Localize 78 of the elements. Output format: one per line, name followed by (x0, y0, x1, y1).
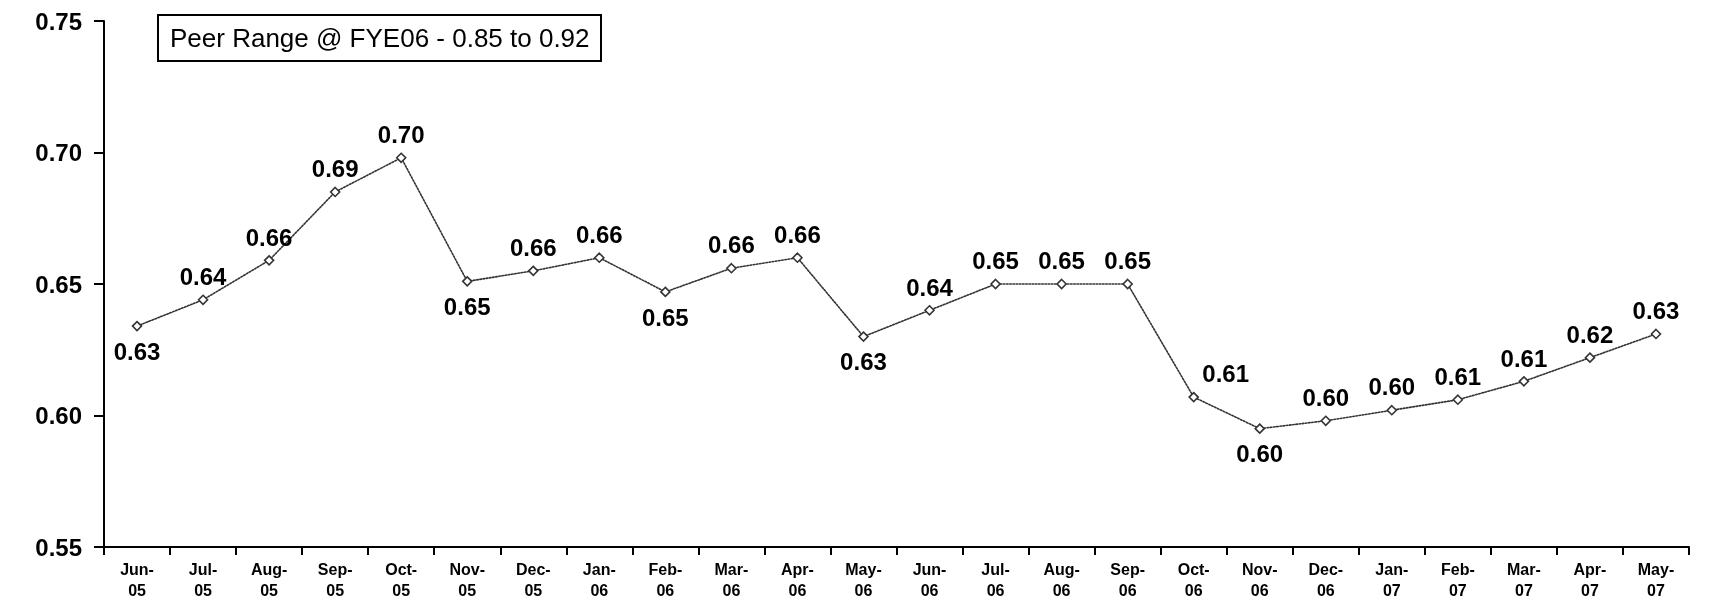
point (990, 278, 1001, 290)
x-tick-label: Jun-06 (912, 561, 947, 599)
data-label: 0.62 (1566, 320, 1614, 348)
x-tick-label: Jun-05 (120, 561, 154, 599)
point (858, 331, 869, 342)
point (1320, 415, 1332, 427)
data-label: 0.66 (708, 231, 755, 259)
data-label: 0.61 (1202, 360, 1250, 388)
point (263, 255, 275, 266)
point (1188, 391, 1199, 403)
x-tick-label: May-06 (845, 561, 882, 599)
point (924, 305, 935, 316)
data-label: 0.65 (1038, 247, 1085, 275)
x-tick-label: Feb-06 (648, 561, 683, 599)
point (792, 252, 803, 263)
y-tick-label: 0.70 (35, 139, 82, 166)
data-label: 0.60 (1236, 440, 1284, 468)
data-label: 0.65 (641, 303, 689, 331)
data-label: 0.66 (575, 220, 623, 248)
y-tick-label: 0.60 (35, 402, 82, 429)
point (1122, 278, 1133, 290)
x-tick-label: Mar-07 (1507, 561, 1541, 599)
point (329, 186, 341, 198)
data-label: 0.61 (1500, 344, 1548, 372)
data-label: 0.66 (509, 234, 557, 262)
point (660, 286, 671, 298)
x-tick-label: Aug-05 (250, 561, 288, 599)
data-label: 0.63 (840, 348, 887, 376)
x-tick-label: Dec-05 (515, 561, 551, 599)
x-tick-label: Nov-06 (1241, 561, 1278, 599)
point (1254, 423, 1266, 434)
x-tick-label: Jul-06 (981, 561, 1010, 599)
data-label: 0.66 (774, 220, 821, 248)
x-tick-label: Apr-06 (780, 561, 814, 599)
x-tick-label: Jan-06 (582, 561, 616, 599)
data-label: 0.60 (1368, 373, 1416, 401)
point (726, 262, 737, 274)
x-tick-label: Feb-07 (1440, 561, 1475, 599)
data-label: 0.65 (443, 293, 491, 321)
y-tick-label: 0.75 (35, 7, 82, 35)
x-tick-label: Mar-06 (714, 561, 749, 599)
x-tick-label: Aug-06 (1043, 561, 1080, 599)
point (594, 252, 605, 263)
annotation: Peer Range @ FYE06 - 0.85 to 0.92 (170, 23, 590, 53)
x-tick-label: Apr-07 (1573, 561, 1607, 599)
x-tick-label: Sep-05 (317, 561, 353, 599)
point (1650, 328, 1662, 340)
point (395, 152, 407, 164)
point (1452, 394, 1464, 406)
data-label: 0.60 (1302, 383, 1350, 411)
y-tick-label: 0.65 (35, 270, 82, 298)
point (527, 265, 539, 277)
data-label: 0.65 (1104, 247, 1152, 275)
x-tick-label: Jul-05 (188, 561, 218, 599)
point (1584, 352, 1596, 363)
x-tick-label: Sep-06 (1110, 561, 1145, 599)
x-tick-label: Oct-05 (385, 561, 418, 599)
data-label: 0.64 (906, 273, 954, 301)
point (197, 294, 209, 306)
data-label: 0.63 (1632, 297, 1680, 325)
point (1518, 376, 1530, 387)
x-tick-label: Jan-07 (1375, 561, 1409, 599)
point (1056, 278, 1067, 290)
data-label: 0.65 (972, 247, 1019, 275)
data-label: 0.66 (245, 223, 293, 251)
x-tick-label: May-07 (1637, 561, 1675, 599)
data-label: 0.64 (179, 262, 228, 290)
x-tick-label: Nov-05 (449, 561, 486, 599)
point (1386, 404, 1398, 416)
data-label: 0.61 (1434, 362, 1482, 390)
x-tick-label: Oct-06 (1177, 561, 1210, 599)
data-label: 0.69 (311, 155, 359, 183)
y-tick-label: 0.55 (35, 533, 82, 561)
data-label: 0.70 (377, 120, 425, 148)
x-tick-label: Dec-06 (1308, 561, 1344, 599)
data-label: 0.63 (113, 337, 161, 365)
point (131, 320, 143, 332)
point (461, 276, 473, 287)
